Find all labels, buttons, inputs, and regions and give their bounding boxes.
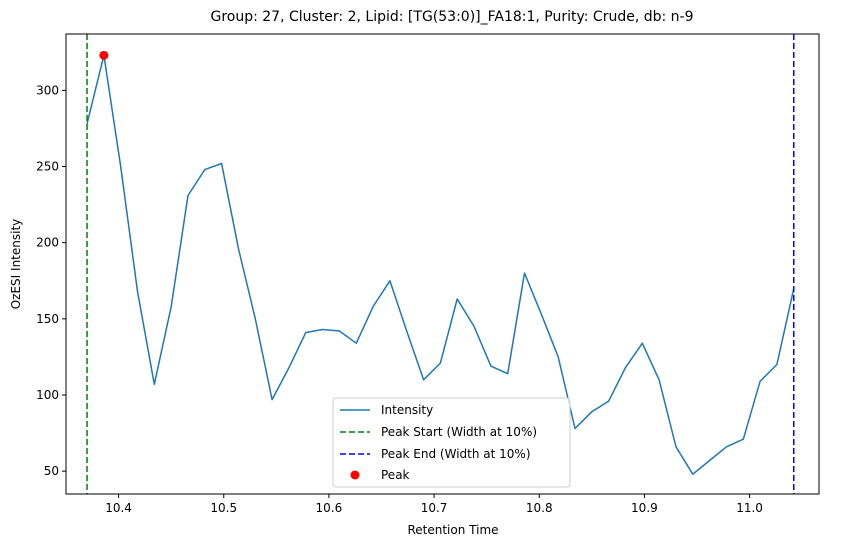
x-axis-label: Retention Time bbox=[407, 523, 498, 537]
peak-marker bbox=[99, 50, 109, 60]
legend-label-peak: Peak bbox=[381, 468, 410, 482]
x-tick-label: 10.8 bbox=[526, 501, 553, 515]
y-tick-label: 150 bbox=[36, 312, 59, 326]
legend-label-intensity: Intensity bbox=[381, 403, 433, 417]
y-tick-label: 50 bbox=[44, 464, 59, 478]
x-tick-label: 10.7 bbox=[421, 501, 448, 515]
y-tick-label: 200 bbox=[36, 236, 59, 250]
x-tick-label: 11.0 bbox=[736, 501, 763, 515]
x-tick-label: 10.6 bbox=[316, 501, 343, 515]
y-axis-label: OzESI Intensity bbox=[9, 219, 23, 310]
chart-title: Group: 27, Cluster: 2, Lipid: [TG(53:0)]… bbox=[210, 9, 693, 25]
y-tick-label: 300 bbox=[36, 83, 59, 97]
series-line-0 bbox=[86, 54, 795, 475]
plot-content bbox=[86, 34, 795, 494]
y-ticks: 50 100 150 200 250 300 bbox=[36, 83, 66, 478]
legend: Intensity Peak Start (Width at 10%) Peak… bbox=[332, 397, 571, 488]
legend-label-peak-start: Peak Start (Width at 10%) bbox=[381, 425, 537, 439]
plot-frame bbox=[65, 33, 820, 495]
legend-label-peak-end: Peak End (Width at 10%) bbox=[381, 447, 531, 461]
legend-box bbox=[332, 397, 571, 488]
legend-marker-peak bbox=[350, 470, 360, 480]
x-tick-label: 10.9 bbox=[631, 501, 658, 515]
x-tick-label: 10.4 bbox=[105, 501, 132, 515]
x-ticks: 10.4 10.5 10.6 10.7 10.8 10.9 11.0 bbox=[105, 494, 763, 515]
y-tick-label: 250 bbox=[36, 160, 59, 174]
x-tick-label: 10.5 bbox=[210, 501, 237, 515]
y-tick-label: 100 bbox=[36, 388, 59, 402]
